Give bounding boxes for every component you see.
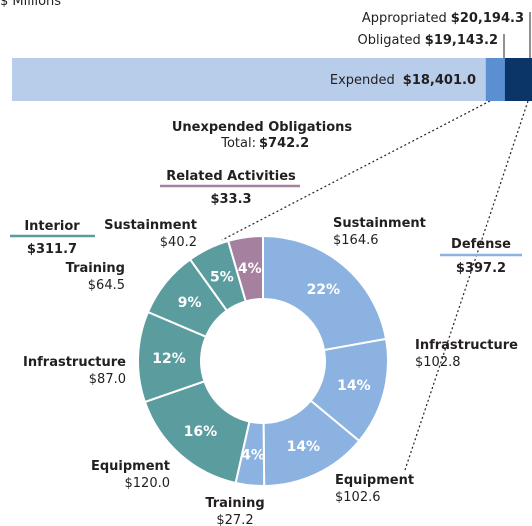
bar-value-label: $18,401.0 bbox=[403, 73, 476, 88]
slice-label: Equipment bbox=[91, 459, 170, 474]
group-label: Defense bbox=[451, 237, 511, 252]
slice-value: $102.6 bbox=[335, 490, 381, 505]
zoom-line bbox=[221, 100, 491, 241]
donut-slice bbox=[226, 234, 264, 303]
percent-label: 4% bbox=[241, 447, 265, 463]
percent-label: 22% bbox=[307, 282, 341, 298]
group-value: $311.7 bbox=[27, 242, 77, 257]
bar-label: Appropriated bbox=[362, 11, 447, 26]
bar-label: Expended bbox=[330, 73, 395, 88]
group-label: Interior bbox=[24, 219, 80, 234]
bar-value-label: $19,143.2 bbox=[425, 33, 498, 48]
total-value: $742.2 bbox=[259, 136, 309, 151]
slice-value: $164.6 bbox=[333, 233, 379, 248]
unit-label: $ Millions bbox=[0, 0, 61, 9]
donut-title: Unexpended Obligations bbox=[172, 120, 353, 135]
slice-label: Training bbox=[205, 496, 264, 511]
bar bbox=[12, 58, 486, 101]
bar-label: Obligated bbox=[358, 33, 421, 48]
slice-value: $40.2 bbox=[160, 235, 197, 250]
slice-value: $87.0 bbox=[89, 372, 126, 387]
percent-label: 4% bbox=[238, 261, 262, 277]
group-label: Related Activities bbox=[166, 169, 296, 184]
percent-label: 9% bbox=[178, 295, 202, 311]
slice-value: $120.0 bbox=[125, 476, 171, 491]
slice-value: $64.5 bbox=[88, 278, 125, 293]
slice-value: $102.8 bbox=[415, 355, 461, 370]
slice-label: Infrastructure bbox=[23, 355, 126, 370]
slice-value: $27.2 bbox=[216, 513, 253, 526]
slice-label: Sustainment bbox=[104, 218, 197, 233]
zoom-line bbox=[404, 100, 529, 471]
percent-label: 14% bbox=[287, 439, 321, 455]
slice-label: Infrastructure bbox=[415, 338, 518, 353]
slice-label: Equipment bbox=[335, 473, 414, 488]
percent-label: 5% bbox=[210, 269, 234, 285]
group-value: $397.2 bbox=[456, 261, 506, 276]
total-caption: Total: bbox=[220, 136, 256, 151]
group-value: $33.3 bbox=[210, 192, 251, 207]
slice-label: Training bbox=[66, 261, 125, 276]
percent-label: 14% bbox=[337, 378, 371, 394]
percent-label: 16% bbox=[184, 424, 218, 440]
slice-label: Sustainment bbox=[333, 216, 426, 231]
percent-label: 12% bbox=[152, 351, 186, 367]
bar-value-label: $20,194.3 bbox=[451, 11, 524, 26]
donut-slice bbox=[262, 234, 388, 352]
